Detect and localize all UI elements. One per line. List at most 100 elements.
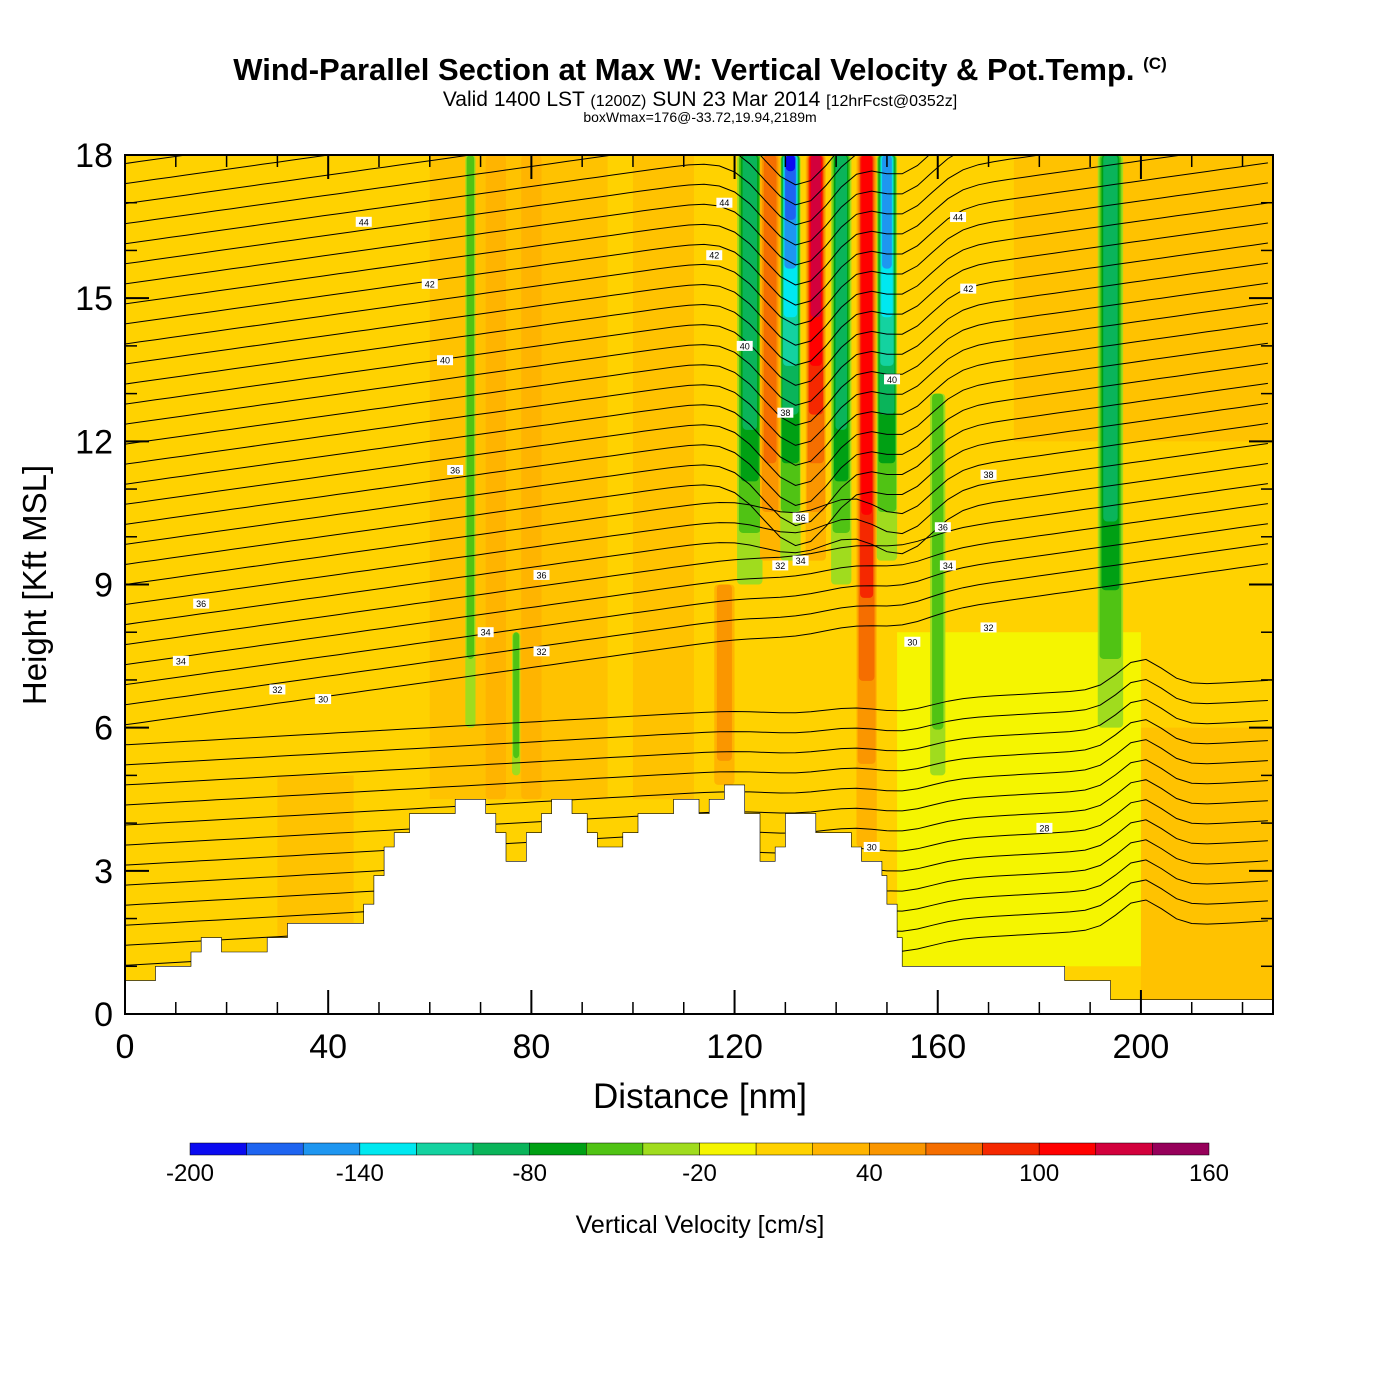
contour-label: 42 bbox=[960, 283, 977, 294]
colorbar-tick-label: -20 bbox=[682, 1160, 717, 1187]
isentrope-line bbox=[125, 155, 857, 225]
contour-label-text: 36 bbox=[450, 465, 460, 475]
y-tick-label: 6 bbox=[94, 710, 113, 748]
colorbar-swatch bbox=[925, 1142, 983, 1156]
contour-label: 38 bbox=[777, 407, 794, 418]
isentrope-line bbox=[125, 543, 1268, 706]
colorbar: -200 -140 -80 -20 40 100 160 bbox=[166, 1142, 1229, 1187]
isentrope-line bbox=[125, 422, 1268, 585]
velocity-band bbox=[861, 155, 872, 515]
isentrope-line bbox=[125, 155, 956, 265]
terrain-profile bbox=[124, 784, 1274, 1015]
y-tick-label: 9 bbox=[94, 567, 113, 605]
contour-label-text: 42 bbox=[425, 279, 435, 289]
contour-label-text: 34 bbox=[481, 628, 491, 638]
isentrope-line bbox=[125, 463, 1268, 626]
colorbar-label: Vertical Velocity [cm/s] bbox=[576, 1211, 825, 1239]
contour-label-text: 34 bbox=[943, 561, 953, 571]
isentrope-line bbox=[125, 202, 1268, 365]
colorbar-tick-label: 100 bbox=[1019, 1160, 1059, 1187]
contour-label: 36 bbox=[533, 569, 550, 580]
y-tick-label: 15 bbox=[75, 280, 113, 318]
contour-label-text: 38 bbox=[984, 470, 994, 480]
field-patch bbox=[632, 155, 694, 800]
velocity-band bbox=[1103, 155, 1118, 522]
velocity-band bbox=[716, 584, 732, 761]
isentrope-line bbox=[125, 302, 1268, 465]
x-tick-label: 80 bbox=[512, 1028, 550, 1066]
chart-title: Wind-Parallel Section at Max W: Vertical… bbox=[233, 52, 1167, 87]
isentrope-line bbox=[125, 503, 1268, 666]
contour-label: 32 bbox=[269, 684, 286, 695]
isentrope-line bbox=[125, 362, 1268, 525]
contour-label-bg bbox=[980, 469, 997, 480]
y-tick-label: 18 bbox=[75, 137, 113, 175]
isentrope-line bbox=[125, 322, 1268, 485]
contour-label: 34 bbox=[172, 655, 189, 666]
isentrope-line bbox=[125, 155, 1043, 285]
contour-label-text: 34 bbox=[796, 556, 806, 566]
colorbar-swatch bbox=[982, 1142, 1040, 1156]
isentrope-line bbox=[125, 402, 1268, 565]
colorbar-swatch bbox=[642, 1142, 700, 1156]
contour-label-bg bbox=[716, 197, 733, 208]
y-tick-label: 0 bbox=[94, 996, 113, 1034]
contour-label-bg bbox=[939, 560, 956, 571]
contour-label: 36 bbox=[447, 464, 464, 475]
copyright-mark: (C) bbox=[1143, 54, 1167, 73]
contour-label: 44 bbox=[355, 216, 372, 227]
velocity-band bbox=[742, 155, 757, 430]
contour-label-text: 32 bbox=[775, 561, 785, 571]
isentrope-line bbox=[125, 739, 1268, 826]
contour-label-bg bbox=[950, 212, 967, 223]
colorbar-swatch bbox=[1038, 1142, 1097, 1156]
colorbar-swatch bbox=[359, 1142, 417, 1156]
isentrope-line bbox=[125, 155, 190, 165]
contour-label-bg bbox=[533, 646, 550, 657]
contour-label-text: 32 bbox=[984, 623, 994, 633]
chart-subtitle: Valid 1400 LST (1200Z) SUN 23 Mar 2014 [… bbox=[442, 88, 958, 111]
contour-label-bg bbox=[777, 407, 794, 418]
contour-label-text: 30 bbox=[867, 842, 877, 852]
velocity-band bbox=[785, 155, 796, 172]
potential-temperature-labels: 44 42 40 36 36 34 32 30 34 36 32 44 42 40 38 36 34 32 40 44… bbox=[172, 197, 1053, 852]
isentrope-line bbox=[125, 483, 1268, 646]
x-tick-label: 120 bbox=[706, 1028, 763, 1066]
y-tick-label: 3 bbox=[94, 853, 113, 891]
contour-label-text: 38 bbox=[780, 408, 790, 418]
contour-label: 30 bbox=[315, 694, 332, 705]
colorbar-swatch bbox=[189, 1142, 247, 1156]
contour-label-text: 44 bbox=[359, 217, 369, 227]
contour-label: 32 bbox=[980, 622, 997, 633]
colorbar-swatch bbox=[812, 1142, 870, 1156]
contour-label-bg bbox=[421, 278, 438, 289]
contour-label-bg bbox=[706, 250, 723, 261]
contour-label-text: 42 bbox=[709, 251, 719, 261]
contour-label: 28 bbox=[1036, 822, 1053, 833]
contour-label-bg bbox=[960, 283, 977, 294]
contour-label: 34 bbox=[477, 627, 494, 638]
contour-label-bg bbox=[884, 374, 901, 385]
colorbar-swatch bbox=[416, 1142, 474, 1156]
velocity-band bbox=[882, 155, 892, 269]
colorbar-swatch bbox=[869, 1142, 927, 1156]
colorbar-swatch bbox=[529, 1142, 587, 1156]
contour-label-text: 36 bbox=[938, 523, 948, 533]
contour-label: 36 bbox=[934, 522, 951, 533]
contour-label-bg bbox=[477, 627, 494, 638]
contour-label-text: 44 bbox=[719, 198, 729, 208]
isentrope-line bbox=[125, 0, 1268, 144]
x-tick-label: 160 bbox=[909, 1028, 966, 1066]
colorbar-tick-label: 160 bbox=[1189, 1160, 1229, 1187]
y-tick-label: 12 bbox=[75, 423, 113, 461]
colorbar-swatch bbox=[246, 1142, 304, 1156]
contour-label: 44 bbox=[716, 197, 733, 208]
contour-label-bg bbox=[355, 216, 372, 227]
contour-label: 34 bbox=[939, 560, 956, 571]
isentrope-line bbox=[125, 155, 1186, 305]
box-info: boxWmax=176@-33.72,19.94,2189m bbox=[583, 109, 817, 125]
colorbar-tick-label: 40 bbox=[856, 1160, 883, 1187]
contour-label: 40 bbox=[736, 340, 753, 351]
contour-label-bg bbox=[904, 636, 921, 647]
